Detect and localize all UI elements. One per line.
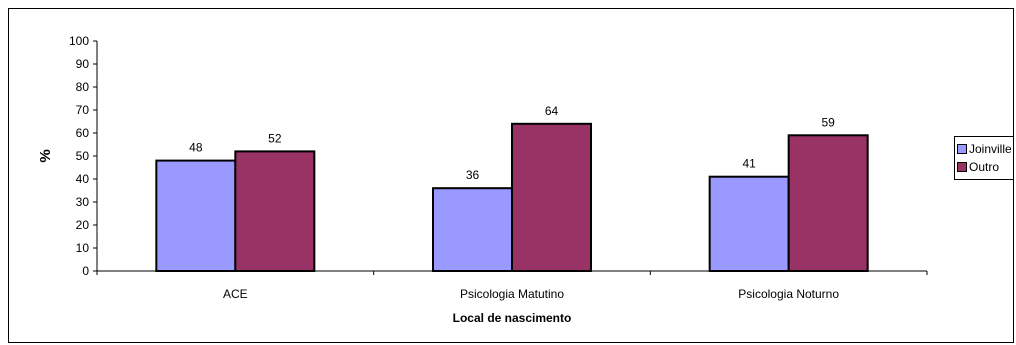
- y-axis-ticks: 0 10 20 30 40 50 60 70 80 90 100: [69, 34, 97, 278]
- data-label: 59: [821, 115, 835, 129]
- x-tick-label: Psicologia Matutino: [460, 287, 564, 301]
- y-tick-label: 70: [76, 103, 90, 117]
- y-tick-label: 50: [76, 149, 90, 163]
- legend-item-outro: Outro: [957, 159, 999, 175]
- bar-outro-0: [234, 150, 316, 272]
- y-tick-label: 10: [76, 241, 90, 255]
- y-axis-title: %: [37, 149, 54, 162]
- legend-swatch-outro: [957, 161, 967, 172]
- data-label: 36: [466, 168, 480, 182]
- bar-joinville-0: [155, 159, 237, 273]
- x-axis-title: Local de nascimento: [453, 311, 572, 325]
- x-axis-ticks: ACE Psicologia Matutino Psicologia Noturno: [96, 271, 928, 301]
- data-label: 64: [545, 104, 559, 118]
- legend-item-joinville: Joinville: [957, 141, 1012, 157]
- bar-outro-1: [511, 122, 592, 272]
- x-tick-label: ACE: [223, 287, 248, 301]
- data-label: 41: [742, 157, 756, 171]
- y-tick-label: 30: [76, 195, 90, 209]
- data-label: 52: [268, 131, 282, 145]
- y-tick-label: 40: [76, 172, 90, 186]
- data-labels: 48 52 36 64 41 59: [189, 104, 835, 182]
- y-tick-label: 100: [69, 34, 89, 48]
- y-tick-label: 20: [76, 218, 90, 232]
- legend-label-joinville: Joinville: [969, 142, 1012, 156]
- legend-label-outro: Outro: [969, 160, 1000, 174]
- legend-swatch-joinville: [957, 143, 967, 154]
- y-tick-label: 0: [82, 264, 89, 278]
- data-label: 48: [189, 141, 203, 155]
- bar-group: [155, 122, 869, 273]
- y-tick-label: 60: [76, 126, 90, 140]
- bar-joinville-1: [432, 187, 513, 272]
- y-tick-label: 80: [76, 80, 90, 94]
- bar-joinville-2: [708, 175, 790, 272]
- chart-legend: Joinville Outro: [954, 136, 1014, 180]
- y-tick-label: 90: [76, 57, 90, 71]
- x-tick-label: Psicologia Noturno: [738, 287, 839, 301]
- bar-outro-2: [787, 134, 869, 272]
